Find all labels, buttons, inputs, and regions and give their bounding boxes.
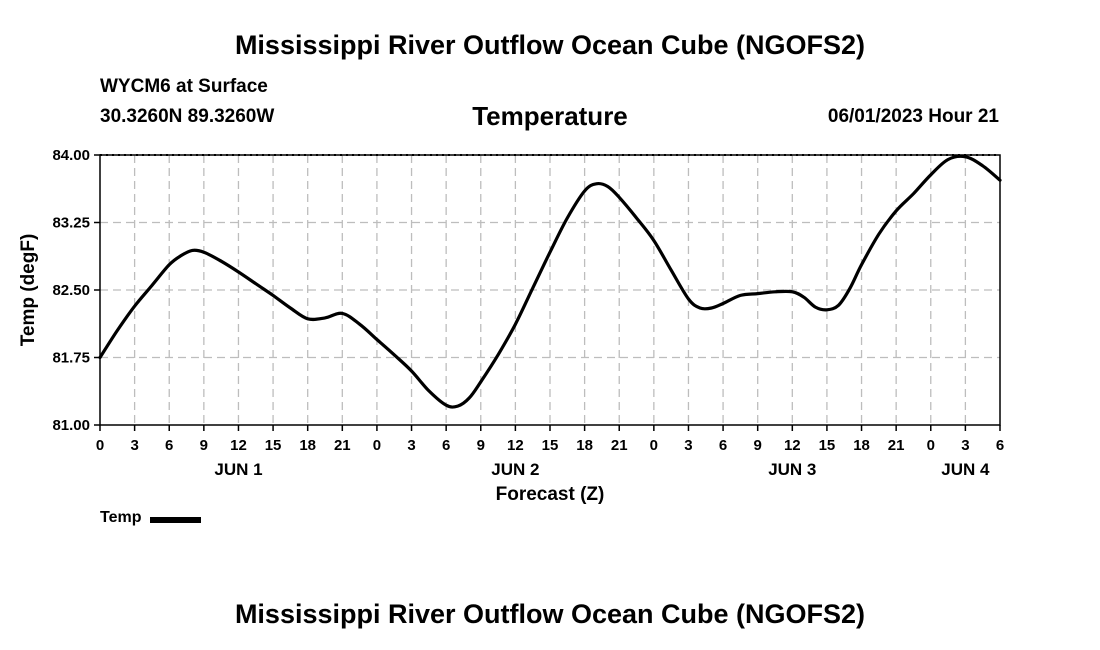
x-tick-label: 0 — [96, 437, 104, 454]
x-tick-label: 18 — [576, 437, 593, 454]
x-tick-label: 3 — [684, 437, 692, 454]
x-tick-label: 21 — [611, 437, 628, 454]
x-tick-label: 15 — [542, 437, 559, 454]
y-tick-label: 82.50 — [52, 282, 90, 299]
footer-title: Mississippi River Outflow Ocean Cube (NG… — [234, 599, 866, 629]
x-tick-label: 6 — [996, 437, 1004, 454]
day-label: JUN 2 — [491, 460, 539, 479]
x-tick-label: 21 — [334, 437, 351, 454]
x-tick-label: 12 — [230, 437, 247, 454]
x-tick-label: 12 — [784, 437, 801, 454]
axis-ticks — [94, 154, 1001, 431]
x-tick-label: 9 — [200, 437, 208, 454]
x-tick-label: 15 — [819, 437, 836, 454]
x-tick-label: 3 — [407, 437, 415, 454]
x-tick-label: 3 — [130, 437, 138, 454]
legend-swatch — [150, 516, 202, 523]
legend: Temp — [100, 509, 202, 527]
day-label: JUN 3 — [768, 460, 816, 479]
x-tick-label: 0 — [650, 437, 658, 454]
day-labels: JUN 1 JUN 2 JUN 3 JUN 4 — [214, 460, 990, 479]
x-tick-label: 6 — [442, 437, 450, 454]
legend-label: Temp — [100, 509, 142, 526]
y-tick-label: 83.25 — [52, 215, 90, 232]
station-label: WYCM6 at Surface — [100, 76, 268, 97]
x-tick-label: 9 — [754, 437, 762, 454]
y-tick-label: 81.75 — [52, 350, 90, 367]
y-tick-labels: 81.00 81.75 82.50 83.25 84.00 — [52, 147, 90, 434]
forecast-datetime: 06/01/2023 Hour 21 — [827, 106, 999, 127]
x-tick-label: 15 — [265, 437, 282, 454]
grid — [100, 155, 1000, 425]
y-axis-label: Temp (degF) — [18, 234, 39, 347]
day-label: JUN 1 — [214, 460, 262, 479]
x-tick-label: 0 — [927, 437, 935, 454]
x-tick-label: 3 — [961, 437, 969, 454]
x-tick-label: 9 — [477, 437, 485, 454]
x-tick-label: 12 — [507, 437, 524, 454]
x-tick-labels: 0 3 6 9 12 15 18 21 0 3 6 9 12 15 18 21 0 3 6 9 12 15 18 21 0 3 6 — [96, 437, 1004, 454]
coordinates-label: 30.3260N 89.3260W — [100, 106, 275, 127]
temp-series-line — [98, 154, 1002, 409]
chart-title: Temperature — [472, 101, 628, 131]
x-tick-label: 0 — [373, 437, 381, 454]
x-tick-label: 18 — [299, 437, 316, 454]
x-tick-label: 6 — [165, 437, 173, 454]
day-label: JUN 4 — [941, 460, 990, 479]
x-tick-label: 21 — [888, 437, 905, 454]
x-axis-label: Forecast (Z) — [496, 484, 605, 505]
main-title: Mississippi River Outflow Ocean Cube (NG… — [234, 30, 866, 60]
y-tick-label: 81.00 — [52, 417, 90, 434]
x-tick-label: 6 — [719, 437, 727, 454]
y-tick-label: 84.00 — [52, 147, 90, 164]
x-tick-label: 18 — [853, 437, 870, 454]
